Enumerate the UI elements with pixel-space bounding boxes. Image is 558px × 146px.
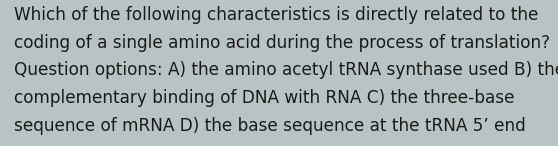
Text: coding of a single amino acid during the process of translation?: coding of a single amino acid during the… [14,34,550,52]
Text: Question options: A) the amino acetyl tRNA synthase used B) the: Question options: A) the amino acetyl tR… [14,61,558,79]
Text: sequence of mRNA D) the base sequence at the tRNA 5’ end: sequence of mRNA D) the base sequence at… [14,117,526,135]
Text: Which of the following characteristics is directly related to the: Which of the following characteristics i… [14,6,538,24]
Text: complementary binding of DNA with RNA C) the three-base: complementary binding of DNA with RNA C)… [14,89,514,107]
